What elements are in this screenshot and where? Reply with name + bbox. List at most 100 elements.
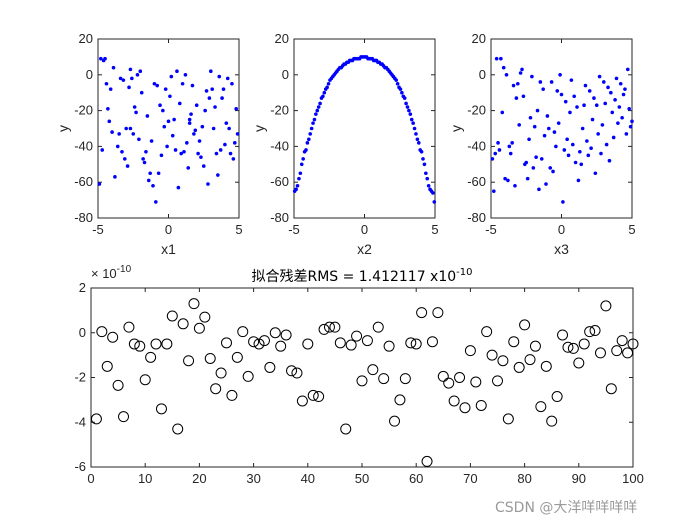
panel3-data-point bbox=[507, 144, 512, 149]
panel3-data-point bbox=[566, 153, 571, 158]
panel3-data-point bbox=[565, 137, 569, 142]
panel4-data-point bbox=[519, 319, 531, 331]
panel4-data-point bbox=[508, 336, 520, 348]
panel1-data-point bbox=[161, 108, 165, 113]
panel1-x-tick-label: -5 bbox=[92, 222, 104, 237]
panel1-data-point bbox=[190, 83, 195, 88]
panel4-data-point bbox=[361, 335, 373, 347]
panel1-data-point bbox=[175, 69, 179, 74]
panel1-data-point bbox=[165, 144, 169, 149]
panel4-y-tick-label: -6 bbox=[74, 459, 86, 474]
panel3-data-point bbox=[597, 74, 602, 79]
panel3-data-point bbox=[503, 176, 507, 181]
panel4-x-tick-label: 30 bbox=[246, 471, 260, 486]
panel4-data-point bbox=[416, 307, 428, 319]
panel4-data-point bbox=[280, 329, 292, 341]
panel4-axis-exponent: × 10-10 bbox=[91, 264, 132, 281]
panel3-data-point bbox=[542, 133, 547, 138]
panel3-data-point bbox=[517, 123, 521, 127]
panel1-data-point bbox=[230, 81, 234, 86]
panel1-data-point bbox=[204, 89, 209, 93]
panel3-data-point bbox=[568, 110, 572, 115]
panel1-data-point bbox=[115, 144, 120, 149]
panel3-data-point bbox=[513, 183, 517, 188]
panel4-data-point bbox=[139, 374, 151, 386]
panel1-data-point bbox=[235, 132, 240, 136]
panel1-data-point bbox=[210, 87, 215, 91]
panel1-y-tick-label: -20 bbox=[74, 103, 93, 118]
panel1-data-point bbox=[224, 121, 229, 125]
panel4-data-point bbox=[437, 370, 449, 382]
panel1-data-point bbox=[187, 121, 192, 125]
panel2-y-axis-label: y bbox=[251, 125, 267, 132]
panel4-x-tick-label: 10 bbox=[138, 471, 152, 486]
panel1-data-point bbox=[149, 139, 154, 143]
panel3-data-point bbox=[627, 107, 631, 111]
panel1-data-point bbox=[155, 83, 160, 88]
panel3-y-tick-label: 0 bbox=[479, 67, 486, 82]
panel2-data-point bbox=[299, 162, 304, 167]
panel2-y-tick-label: -80 bbox=[270, 210, 289, 225]
panel3-data-point bbox=[521, 94, 526, 99]
panel3-data-point bbox=[616, 121, 620, 125]
panel3-data-point bbox=[594, 103, 599, 108]
panel1-data-point bbox=[163, 87, 168, 91]
panel1-data-point bbox=[228, 151, 233, 156]
panel3-data-point bbox=[551, 169, 555, 174]
panel3-data-point bbox=[490, 157, 495, 161]
panel4-data-point bbox=[454, 372, 466, 383]
panel1-y-tick-label: -40 bbox=[74, 138, 93, 153]
panel1-data-point bbox=[127, 85, 131, 90]
panel1-data-point bbox=[197, 139, 202, 143]
panel4-data-point bbox=[378, 373, 390, 385]
panel1-data-point bbox=[183, 73, 188, 77]
panel1-data-point bbox=[138, 69, 143, 74]
panel3-data-point bbox=[508, 151, 513, 156]
panel3-data-point bbox=[532, 124, 537, 129]
panel4-data-point bbox=[101, 360, 113, 372]
panel4-data-point bbox=[231, 351, 243, 363]
panel4-data-point bbox=[529, 340, 541, 352]
panel3-y-tick-label: -80 bbox=[467, 210, 486, 225]
panel1-data-point bbox=[128, 126, 133, 131]
panel4-data-point bbox=[475, 399, 487, 411]
panel4-data-point bbox=[307, 389, 319, 401]
panel1-data-point bbox=[209, 69, 213, 74]
panel3-data-point bbox=[578, 149, 582, 154]
panel2-data-point bbox=[325, 85, 329, 90]
panel2-data-point bbox=[431, 191, 435, 195]
panel3-data-point bbox=[613, 98, 617, 102]
panel4-data-point bbox=[410, 338, 422, 350]
panel2-x-tick-label: -5 bbox=[288, 222, 300, 237]
panel2-y-tick-label: -60 bbox=[270, 174, 289, 189]
panel3-data-point bbox=[525, 176, 530, 181]
panel4-y-tick-label: 0 bbox=[79, 325, 86, 340]
panel3-data-point bbox=[492, 189, 496, 193]
panel3-data-point bbox=[561, 200, 565, 204]
panel2-data-point bbox=[311, 121, 315, 125]
panel2-data-point bbox=[432, 200, 437, 204]
panel3-data-point bbox=[621, 92, 626, 97]
panel4-data-point bbox=[497, 355, 509, 367]
panel1-data-point bbox=[220, 96, 224, 100]
panel4-data-point bbox=[291, 367, 303, 379]
panel4-data-point bbox=[551, 391, 563, 403]
panel1-data-point bbox=[148, 171, 152, 176]
panel4-data-point bbox=[356, 375, 368, 387]
panel2-data-point bbox=[409, 117, 414, 122]
panel3-data-point bbox=[547, 126, 551, 131]
panel1-data-point bbox=[196, 151, 200, 156]
panel4-data-point bbox=[389, 415, 401, 427]
panel1-data-point bbox=[176, 185, 181, 190]
panel4-data-point bbox=[107, 331, 119, 343]
panel1-data-point bbox=[177, 101, 182, 106]
panel4-title: 拟合残差RMS = 1.412117 x10-10 bbox=[251, 267, 472, 285]
panel1-data-point bbox=[223, 142, 227, 147]
panel3-data-point bbox=[506, 178, 510, 183]
panel3-data-point bbox=[497, 148, 502, 152]
panel1-data-point bbox=[130, 76, 134, 81]
panel1-data-point bbox=[193, 128, 198, 133]
panel1-data-point bbox=[232, 141, 237, 145]
panel3-data-point bbox=[628, 124, 633, 129]
panel3-x-tick-label: 5 bbox=[628, 222, 635, 237]
